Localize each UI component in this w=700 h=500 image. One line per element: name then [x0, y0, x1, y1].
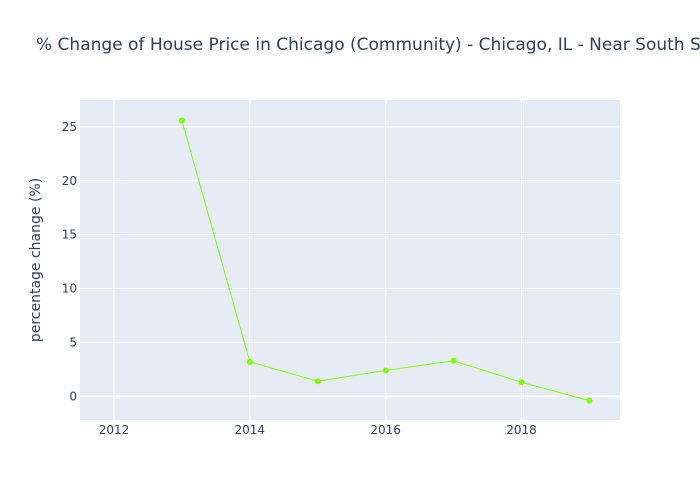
x-tick-label: 2012	[99, 423, 130, 437]
chart-title: % Change of House Price in Chicago (Comm…	[36, 35, 700, 55]
x-gridlines	[113, 100, 523, 420]
data-point	[382, 367, 389, 374]
x-tick-label: 2016	[370, 423, 401, 437]
y-tick-label: 10	[62, 282, 77, 296]
data-point	[314, 378, 321, 385]
y-tick-label: 20	[62, 174, 77, 188]
data-point	[246, 358, 253, 365]
y-tick-label: 25	[62, 120, 77, 134]
y-tick-labels: 0 5 10 15 20 25	[62, 120, 77, 403]
y-gridlines	[80, 126, 620, 398]
data-point	[518, 379, 525, 386]
x-tick-label: 2014	[235, 423, 266, 437]
y-tick-label: 0	[69, 389, 77, 403]
data-point	[178, 117, 185, 124]
y-tick-label: 15	[62, 228, 77, 242]
y-axis-title: percentage change (%)	[28, 178, 44, 342]
data-point	[450, 357, 457, 364]
x-tick-labels: 2012 2014 2016 2018	[99, 423, 537, 437]
x-tick-label: 2018	[506, 423, 537, 437]
data-point	[586, 397, 593, 404]
y-tick-label: 5	[69, 335, 77, 349]
plot-background	[80, 100, 620, 420]
series-layer	[178, 117, 593, 404]
